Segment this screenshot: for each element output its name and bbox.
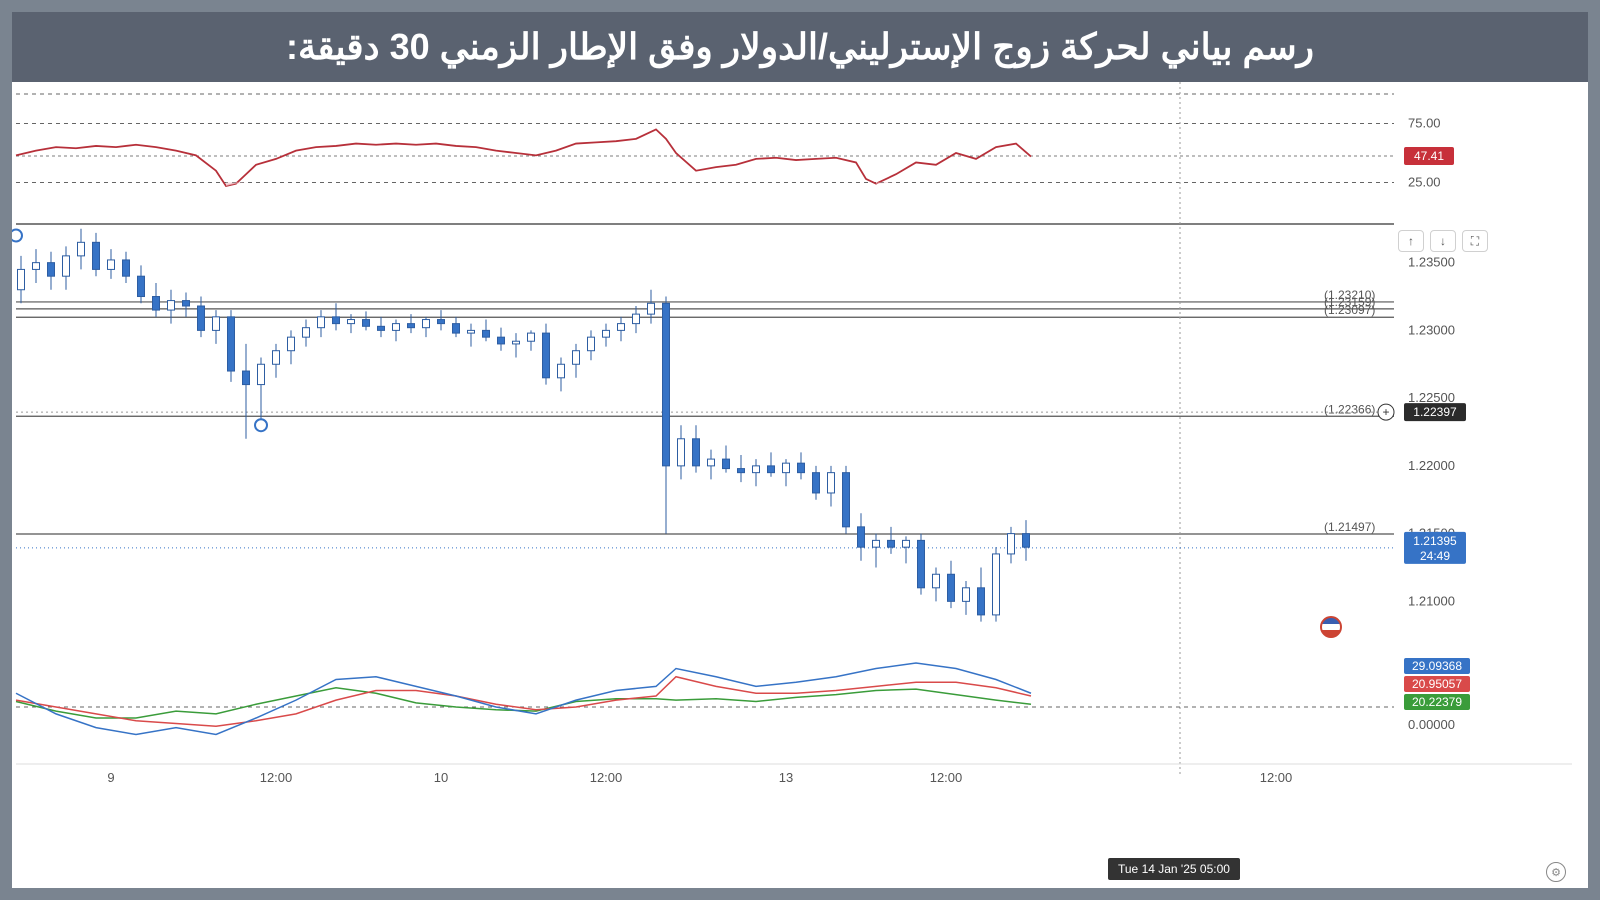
svg-text:20.95057: 20.95057 — [1412, 677, 1462, 691]
svg-text:1.21395: 1.21395 — [1413, 534, 1457, 548]
svg-text:12:00: 12:00 — [930, 770, 963, 785]
svg-text:29.09368: 29.09368 — [1412, 659, 1462, 673]
svg-text:12:00: 12:00 — [590, 770, 623, 785]
svg-text:12:00: 12:00 — [1260, 770, 1293, 785]
svg-text:(1.22366): (1.22366) — [1324, 402, 1375, 416]
nav-down-button[interactable]: ↓ — [1430, 230, 1456, 252]
svg-text:47.41: 47.41 — [1414, 149, 1444, 163]
svg-text:1.23000: 1.23000 — [1408, 322, 1455, 337]
svg-text:+: + — [1382, 405, 1389, 419]
svg-text:13: 13 — [779, 770, 793, 785]
nav-fullscreen-button[interactable]: ⛶ — [1462, 230, 1488, 252]
svg-text:1.22500: 1.22500 — [1408, 390, 1455, 405]
svg-text:24:49: 24:49 — [1420, 549, 1450, 563]
svg-text:12:00: 12:00 — [260, 770, 293, 785]
svg-text:9: 9 — [107, 770, 114, 785]
svg-text:1.22000: 1.22000 — [1408, 458, 1455, 473]
svg-text:25.00: 25.00 — [1408, 175, 1441, 190]
nav-up-button[interactable]: ↑ — [1398, 230, 1424, 252]
svg-text:10: 10 — [434, 770, 448, 785]
svg-text:75.00: 75.00 — [1408, 116, 1441, 131]
nav-buttons: ↑ ↓ ⛶ — [1398, 230, 1488, 252]
svg-text:(1.23097): (1.23097) — [1324, 303, 1375, 317]
flag-icon — [1320, 616, 1342, 638]
svg-text:20.22379: 20.22379 — [1412, 695, 1462, 709]
settings-icon[interactable]: ⚙ — [1546, 862, 1566, 882]
crosshair-time-badge: Tue 14 Jan '25 05:00 — [1108, 858, 1240, 880]
svg-text:1.22397: 1.22397 — [1413, 405, 1457, 419]
svg-text:0.00000: 0.00000 — [1408, 717, 1455, 732]
svg-text:1.23500: 1.23500 — [1408, 255, 1455, 270]
svg-text:(1.21497): (1.21497) — [1324, 520, 1375, 534]
svg-text:1.21000: 1.21000 — [1408, 593, 1455, 608]
chart-title: رسم بياني لحركة زوج الإسترليني/الدولار و… — [12, 12, 1588, 82]
chart-area[interactable]: 25.0075.0047.411.210001.215001.220001.22… — [12, 82, 1588, 888]
